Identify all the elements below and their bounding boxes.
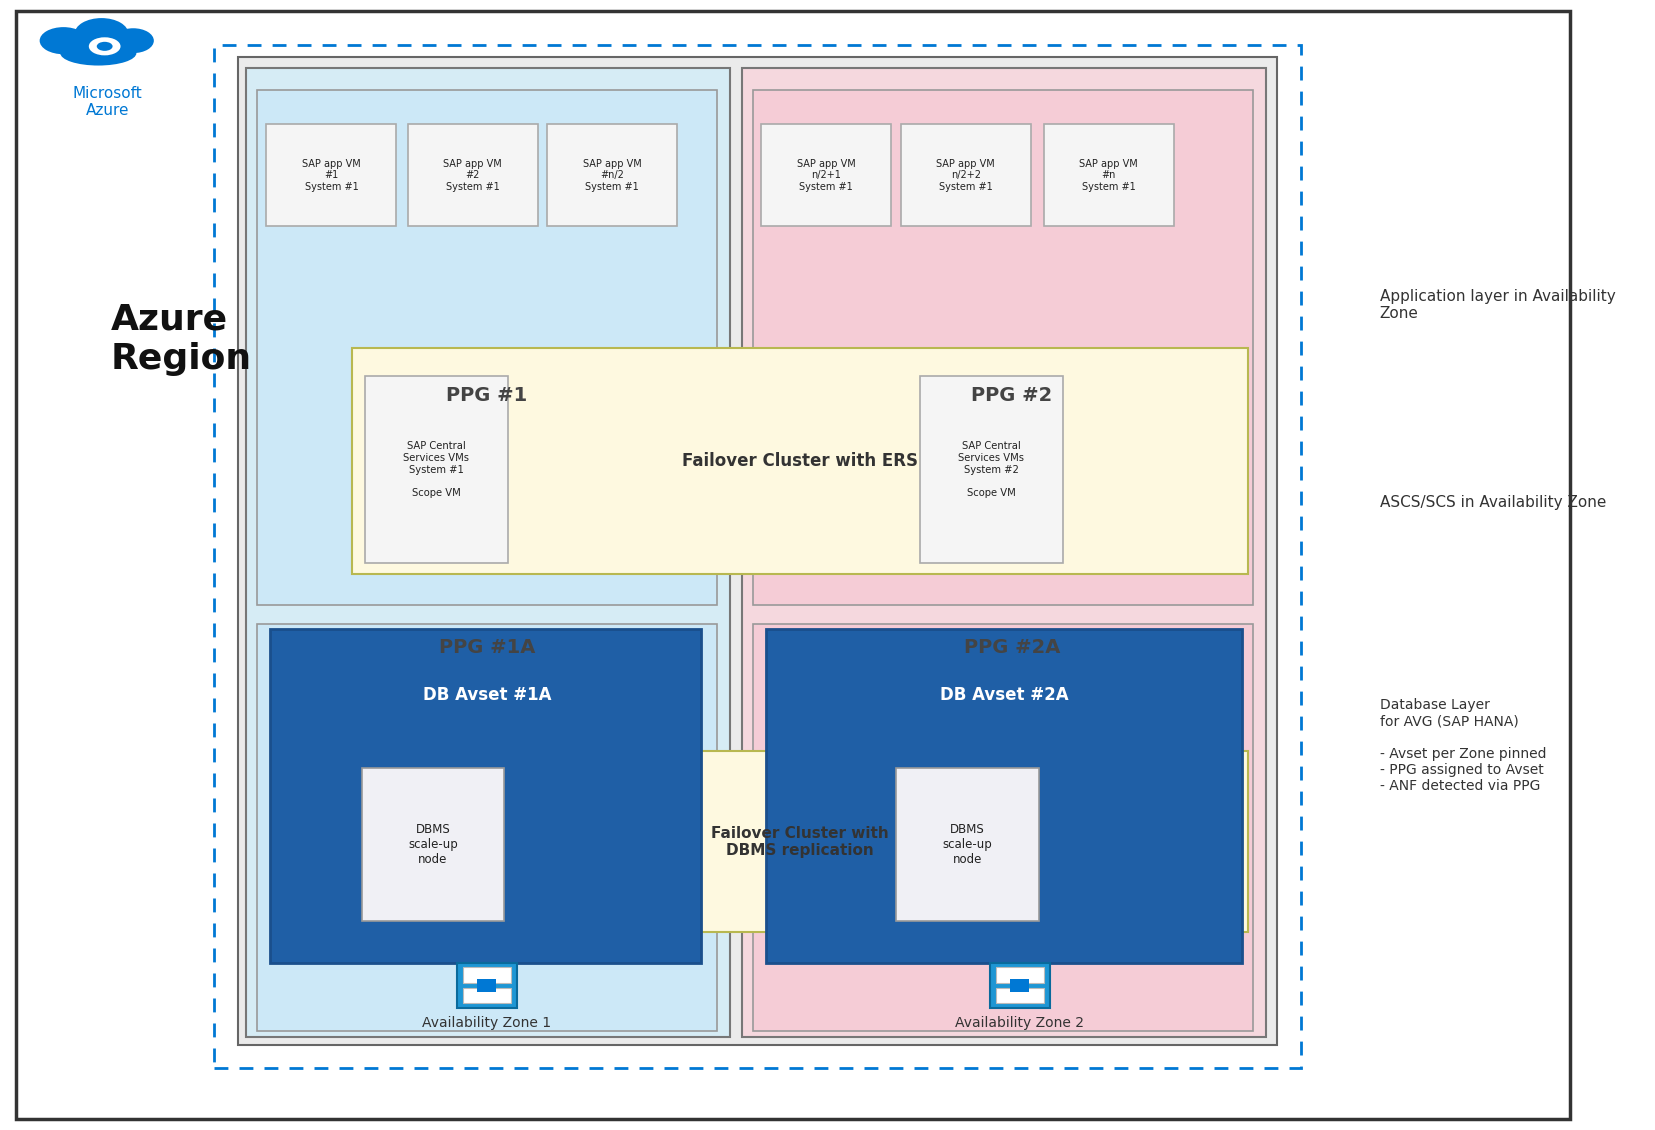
Text: SAP app VM
#1
System #1: SAP app VM #1 System #1	[303, 158, 361, 192]
Text: Azure
Region: Azure Region	[111, 303, 252, 375]
Text: SAP Central
Services VMs
System #1

Scope VM: SAP Central Services VMs System #1 Scope…	[404, 442, 468, 497]
Text: DB Avset #2A: DB Avset #2A	[940, 686, 1067, 704]
Text: Database Layer
for AVG (SAP HANA)

- Avset per Zone pinned
- PPG assigned to Avs: Database Layer for AVG (SAP HANA) - Avse…	[1380, 698, 1546, 793]
Text: ASCS/SCS in Availability Zone: ASCS/SCS in Availability Zone	[1380, 495, 1607, 511]
Bar	[1044, 124, 1173, 226]
Bar	[353, 751, 1248, 932]
Text: SAP app VM
n/2+2
System #1: SAP app VM n/2+2 System #1	[937, 158, 995, 192]
Text: Application layer in Availability
Zone: Application layer in Availability Zone	[1380, 289, 1615, 321]
Text: DBMS
scale-up
node: DBMS scale-up node	[409, 823, 458, 867]
Bar	[753, 624, 1253, 1031]
Bar	[266, 124, 397, 226]
Bar	[990, 963, 1049, 1008]
Bar	[477, 979, 496, 992]
Ellipse shape	[60, 41, 136, 66]
Text: DBMS
scale-up
node: DBMS scale-up node	[943, 823, 993, 867]
Ellipse shape	[89, 37, 121, 55]
Text: SAP app VM
#2
System #1: SAP app VM #2 System #1	[444, 158, 501, 192]
Bar	[257, 90, 717, 605]
Bar	[996, 988, 1044, 1003]
Ellipse shape	[96, 42, 113, 51]
Ellipse shape	[74, 18, 129, 50]
Bar	[920, 376, 1063, 563]
Bar	[895, 768, 1039, 921]
Bar	[361, 768, 505, 921]
Bar	[548, 124, 677, 226]
Text: SAP app VM
#n/2
System #1: SAP app VM #n/2 System #1	[583, 158, 642, 192]
Bar	[741, 68, 1266, 1037]
Bar	[996, 967, 1044, 983]
Bar	[353, 348, 1248, 574]
Text: Failover Cluster with
DBMS replication: Failover Cluster with DBMS replication	[712, 826, 889, 858]
Text: Microsoft
Azure: Microsoft Azure	[73, 86, 142, 118]
Bar	[270, 629, 702, 963]
Text: PPG #2: PPG #2	[971, 386, 1053, 405]
Text: DB Avset #1A: DB Avset #1A	[422, 686, 551, 704]
Ellipse shape	[113, 28, 154, 53]
Bar	[238, 56, 1276, 1045]
Bar	[900, 124, 1031, 226]
Bar	[761, 124, 892, 226]
Bar	[247, 68, 730, 1037]
Bar	[364, 376, 508, 563]
Bar	[753, 90, 1253, 605]
Bar	[407, 124, 538, 226]
Text: PPG #1: PPG #1	[447, 386, 528, 405]
Text: SAP Central
Services VMs
System #2

Scope VM: SAP Central Services VMs System #2 Scope…	[958, 442, 1024, 497]
Text: Availability Zone 1: Availability Zone 1	[422, 1016, 551, 1029]
Text: Failover Cluster with ERS: Failover Cluster with ERS	[682, 452, 919, 470]
Bar	[457, 963, 516, 1008]
Text: SAP app VM
n/2+1
System #1: SAP app VM n/2+1 System #1	[798, 158, 856, 192]
Text: SAP app VM
#n
System #1: SAP app VM #n System #1	[1079, 158, 1139, 192]
Bar	[257, 624, 717, 1031]
Bar	[213, 45, 1301, 1068]
Ellipse shape	[40, 27, 88, 54]
Bar	[766, 629, 1241, 963]
Text: PPG #2A: PPG #2A	[963, 638, 1061, 657]
Bar	[463, 967, 511, 983]
Text: PPG #1A: PPG #1A	[439, 638, 535, 657]
Bar	[1010, 979, 1029, 992]
Bar	[463, 988, 511, 1003]
Text: Availability Zone 2: Availability Zone 2	[955, 1016, 1084, 1029]
